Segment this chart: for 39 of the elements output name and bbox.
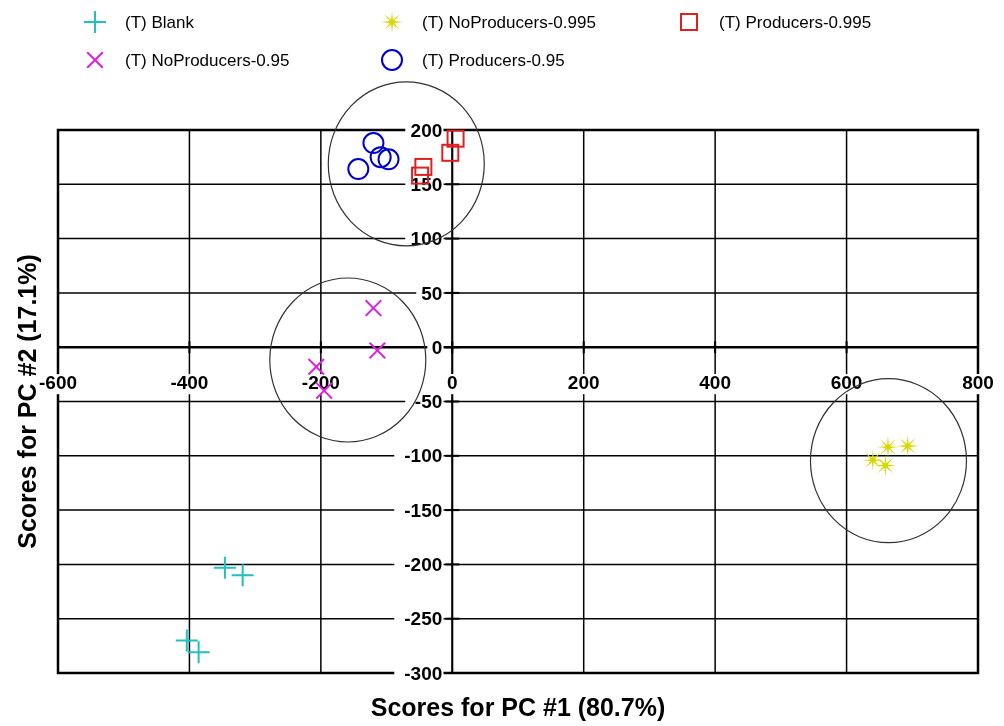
point <box>368 341 386 359</box>
point <box>364 299 382 317</box>
legend-label: (T) Producers-0.995 <box>719 12 872 32</box>
point <box>369 146 392 169</box>
y-tick-label: -150 <box>404 499 443 521</box>
y-tick-label: 0 <box>431 336 443 358</box>
x-tick-label: 600 <box>830 372 863 394</box>
x-axis-title: Scores for PC #1 (80.7%) <box>370 693 666 721</box>
point <box>187 641 210 664</box>
x-tick-label: 200 <box>567 372 600 394</box>
y-tick-label: -200 <box>404 554 443 576</box>
point <box>213 556 236 579</box>
x-tick-label: -600 <box>38 372 78 394</box>
point <box>347 158 370 181</box>
legend-label: (T) NoProducers-0.995 <box>422 12 596 32</box>
y-tick-label: 200 <box>410 119 443 141</box>
point <box>231 564 254 587</box>
y-tick-label: 50 <box>421 282 443 304</box>
x-tick-label: -400 <box>170 372 209 394</box>
x-tick-label: 0 <box>447 372 458 394</box>
point <box>874 454 897 477</box>
legend-label: (T) NoProducers-0.95 <box>125 50 290 70</box>
x-tick-label: -200 <box>301 372 340 394</box>
x-tick-label: 800 <box>962 372 994 394</box>
legend-label: (T) Producers-0.95 <box>422 50 565 70</box>
point <box>414 157 433 176</box>
y-tick-label: -50 <box>414 391 443 413</box>
y-tick-label: -250 <box>404 608 443 630</box>
point <box>362 132 385 155</box>
point <box>175 629 198 652</box>
x-tick-label: 400 <box>699 372 731 394</box>
point <box>441 143 460 162</box>
point <box>307 358 325 376</box>
legend-label: (T) Blank <box>125 12 195 32</box>
y-tick-label: 100 <box>410 228 443 250</box>
y-tick-label: -100 <box>404 445 443 467</box>
point <box>377 148 400 171</box>
point <box>446 129 465 148</box>
y-tick-label: -300 <box>404 662 443 684</box>
